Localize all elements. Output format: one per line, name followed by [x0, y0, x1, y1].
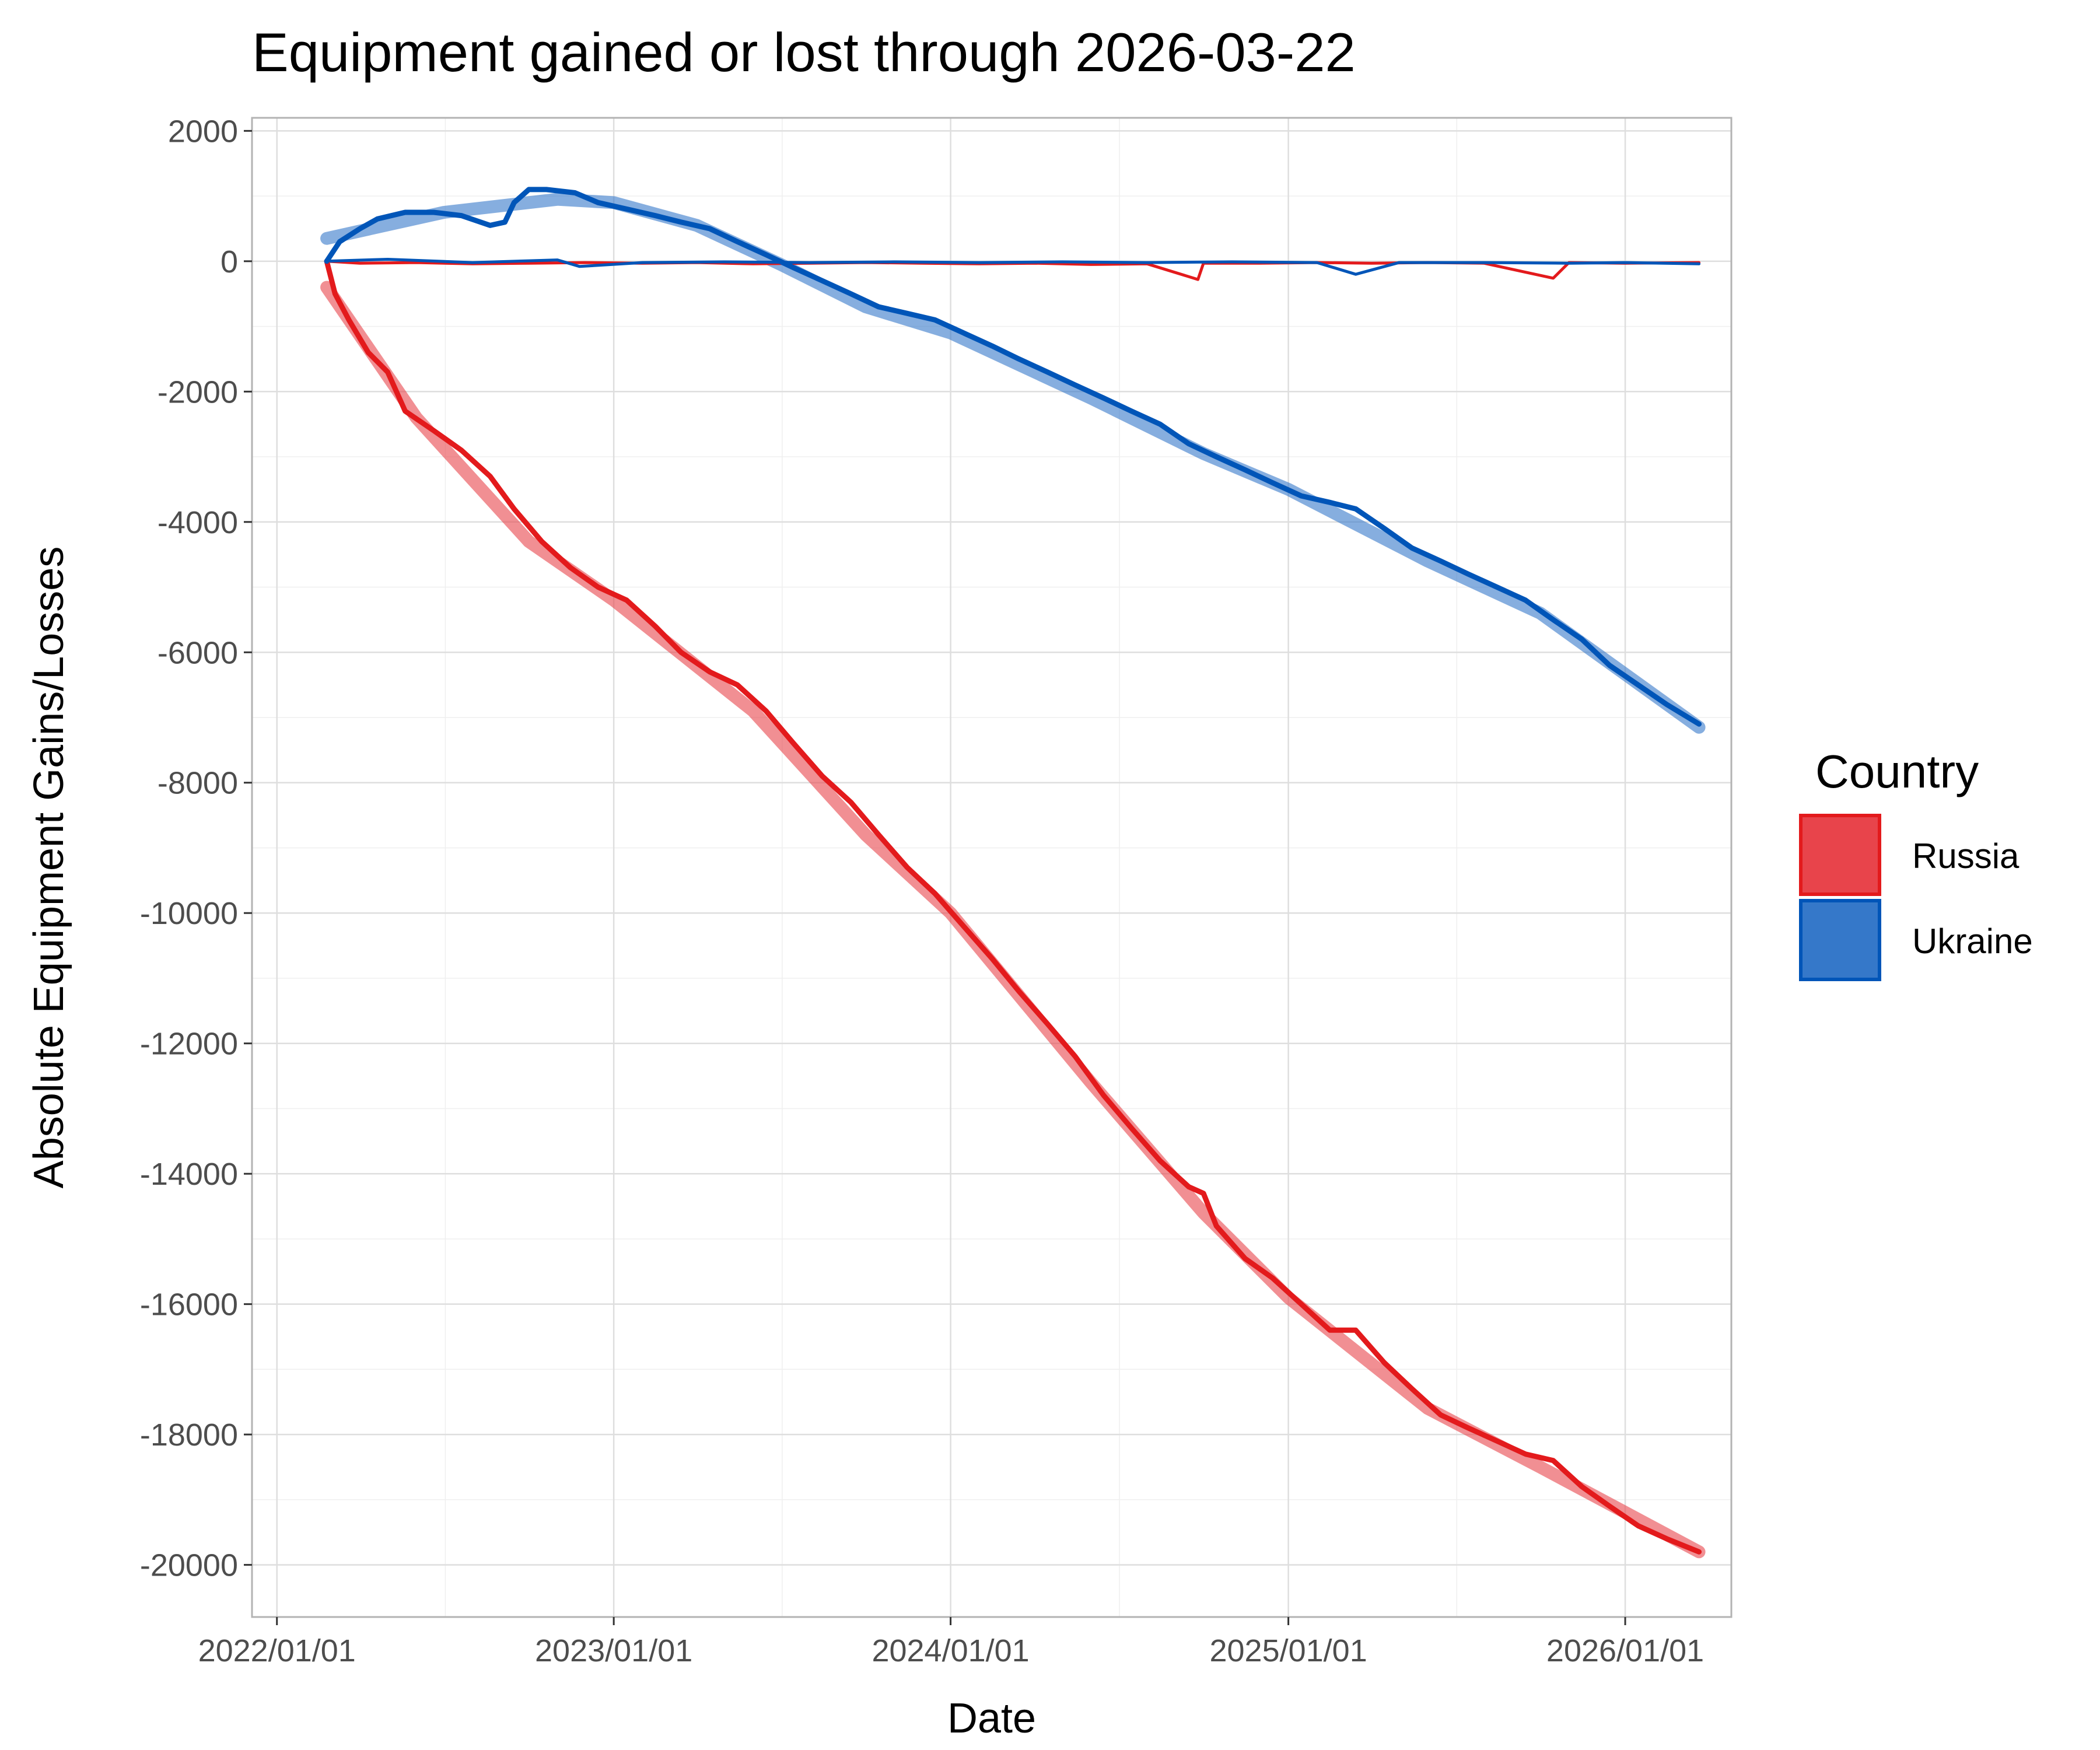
legend-title: Country — [1815, 746, 1979, 797]
y-tick-label: 2000 — [168, 114, 238, 149]
x-axis-title: Date — [947, 1695, 1036, 1742]
y-tick-label: -16000 — [140, 1287, 238, 1322]
series-ukraine-trend — [320, 192, 1706, 734]
y-tick-label: -4000 — [158, 505, 238, 540]
y-tick-label: -12000 — [140, 1027, 238, 1062]
y-axis: 2000 0 -2000 -4000 -6000 -8000 -10000 -12000 -14… — [140, 114, 252, 1583]
legend-key-russia — [1799, 814, 1881, 896]
series-ukraine-daily — [325, 258, 1701, 276]
chart-title: Equipment gained or lost through 2026-03… — [252, 22, 1356, 83]
plot-panel — [252, 118, 1731, 1617]
plot-border — [251, 117, 1732, 1618]
y-tick-label: 0 — [220, 244, 238, 279]
y-tick-label: -18000 — [140, 1418, 238, 1452]
x-tick-label: 2025/01/01 — [1209, 1633, 1367, 1668]
y-tick-label: -6000 — [158, 635, 238, 670]
y-tick-label: -20000 — [140, 1548, 238, 1583]
x-tick-label: 2022/01/01 — [198, 1633, 356, 1668]
legend-label-russia: Russia — [1912, 836, 2020, 876]
grid-minor — [252, 118, 1731, 1617]
series-ukraine-cumulative — [324, 187, 1702, 727]
series-layer — [320, 187, 1706, 1559]
series-russia-cumulative — [324, 258, 1702, 1555]
y-tick-label: -8000 — [158, 766, 238, 801]
legend: Country Russia Ukraine — [1799, 746, 2033, 981]
x-tick-label: 2024/01/01 — [872, 1633, 1029, 1668]
y-axis-title: Absolute Equipment Gains/Losses — [26, 547, 72, 1189]
y-tick-label: -10000 — [140, 896, 238, 931]
y-tick-label: -2000 — [158, 374, 238, 410]
y-tick-label: -14000 — [140, 1157, 238, 1192]
legend-label-ukraine: Ukraine — [1912, 922, 2033, 961]
x-tick-label: 2023/01/01 — [535, 1633, 692, 1668]
x-tick-label: 2026/01/01 — [1546, 1633, 1704, 1668]
x-axis: 2022/01/01 2023/01/01 2024/01/01 2025/01/01… — [198, 1617, 1704, 1668]
legend-key-ukraine — [1799, 899, 1881, 981]
